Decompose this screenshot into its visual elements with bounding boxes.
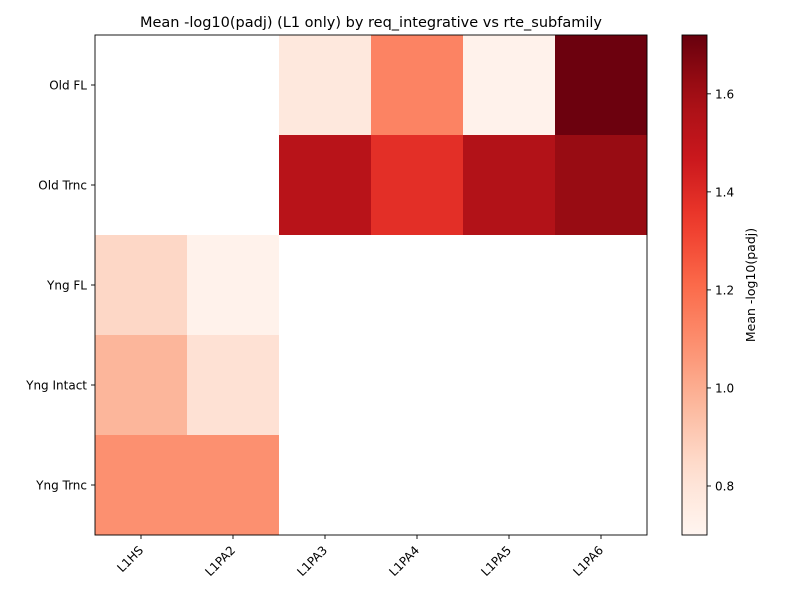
x-tick-label: L1PA6 [570,543,606,579]
heatmap-cell [371,435,464,536]
heatmap-cell [555,235,648,336]
colorbar: 0.8 1.0 1.2 1.4 1.6 [681,34,734,536]
y-axis: Old FL Old Trnc Yng FL Yng Intact Yng Trnc [25,79,95,493]
heatmap-cell [187,335,280,436]
y-tick-label: Yng Intact [25,379,87,393]
heatmap-cell [279,435,372,536]
colorbar-frame [681,34,708,536]
heatmap-cell [279,335,372,436]
colorbar-tick-label: 1.2 [715,283,734,297]
heatmap-cell [371,135,464,236]
heatmap-cell [187,435,280,536]
y-tick-label: Old Trnc [38,179,87,193]
heatmap-cell [371,335,464,436]
heatmap-cell [463,435,556,536]
heatmap-cell [371,35,464,136]
x-axis: L1HS L1PA2 L1PA3 L1PA4 L1PA5 L1PA6 [114,535,606,579]
heatmap-cell [279,35,372,136]
colorbar-tick-label: 1.6 [715,87,734,101]
heatmap-cells [95,35,648,536]
x-tick-label: L1PA4 [386,543,422,579]
y-tick-label: Old FL [49,79,87,93]
heatmap-cell [95,135,188,236]
x-tick-label: L1PA3 [294,543,330,579]
heatmap-cell [371,235,464,336]
colorbar-label: Mean -log10(padj) [743,228,758,342]
heatmap-cell [463,35,556,136]
y-tick-label: Yng FL [46,279,87,293]
heatmap-cell [279,235,372,336]
heatmap-cell [95,35,188,136]
heatmap-cell [95,435,188,536]
colorbar-tick-label: 0.8 [715,479,734,493]
heatmap-cell [279,135,372,236]
colorbar-tick-label: 1.4 [715,185,734,199]
colorbar-gradient [682,35,707,535]
heatmap-cell [555,135,648,236]
y-tick-label: Yng Trnc [35,479,87,493]
heatmap-cell [187,35,280,136]
heatmap-cell [555,35,648,136]
heatmap-cell [187,135,280,236]
colorbar-tick-label: 1.0 [715,381,734,395]
x-tick-label: L1HS [114,543,146,575]
x-tick-label: L1PA2 [202,543,238,579]
heatmap-cell [463,335,556,436]
heatmap-cell [95,335,188,436]
heatmap-cell [463,135,556,236]
heatmap-cell [555,335,648,436]
chart-title: Mean -log10(padj) (L1 only) by req_integ… [140,15,602,31]
x-tick-label: L1PA5 [478,543,514,579]
heatmap-cell [555,435,648,536]
heatmap-cell [187,235,280,336]
heatmap-cell [463,235,556,336]
heatmap-cell [95,235,188,336]
